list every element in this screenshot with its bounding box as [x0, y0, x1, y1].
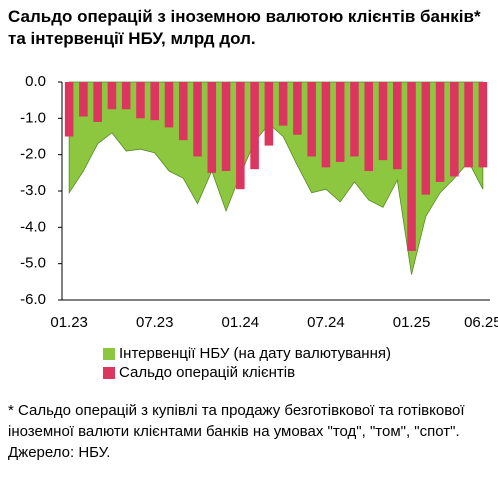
- bar: [236, 82, 245, 190]
- x-tick-label: 07.23: [136, 314, 174, 331]
- bar: [478, 82, 488, 168]
- bar: [335, 82, 345, 162]
- y-tick-label: -5.0: [20, 255, 46, 272]
- bar: [264, 82, 274, 146]
- legend-label: Інтервенції НБУ (на дату валютування): [119, 345, 391, 362]
- bar: [435, 82, 445, 182]
- x-tick-label: 06.25: [464, 314, 498, 331]
- legend-swatch: [103, 348, 115, 360]
- bar: [207, 82, 217, 173]
- bar: [450, 82, 459, 177]
- bar: [150, 82, 160, 121]
- bar: [178, 82, 188, 141]
- bar: [107, 82, 117, 110]
- bar: [350, 82, 359, 157]
- x-tick-label: 01.23: [50, 314, 88, 331]
- bar: [307, 82, 316, 157]
- bar: [93, 82, 102, 122]
- bar: [421, 82, 431, 195]
- y-tick-label: -1.0: [20, 109, 46, 126]
- y-tick-label: 0.0: [25, 73, 46, 90]
- footnote: * Сальдо операцій з купівлі та продажу б…: [8, 402, 465, 440]
- x-tick-label: 01.25: [393, 314, 431, 331]
- bar: [407, 82, 416, 251]
- bar: [250, 82, 259, 170]
- y-tick-label: -4.0: [20, 218, 46, 235]
- bar: [278, 82, 288, 126]
- legend-label: Сальдо операцій клієнтів: [119, 364, 295, 381]
- x-tick-label: 01.24: [222, 314, 260, 331]
- bar: [64, 82, 74, 137]
- x-tick-label: 07.24: [307, 314, 345, 331]
- bar: [136, 82, 145, 119]
- y-tick-label: -3.0: [20, 182, 46, 199]
- legend-swatch: [103, 367, 115, 379]
- source: Джерело: НБУ.: [8, 444, 111, 461]
- bar: [293, 82, 302, 135]
- bar: [79, 82, 88, 117]
- bar: [221, 82, 231, 172]
- bar: [378, 82, 388, 161]
- area: [68, 81, 484, 275]
- bar: [364, 82, 374, 172]
- bar: [464, 82, 473, 168]
- chart: 0.0 -1.0 -2.0 -3.0 -4.0 -5.0 -6.001.23 07.23 01.…: [20, 73, 498, 381]
- bar: [392, 82, 402, 170]
- footnote-block: * Сальдо операцій з купівлі та продажу б…: [8, 400, 492, 463]
- bar: [164, 82, 174, 128]
- bar: [321, 82, 331, 168]
- y-tick-label: -6.0: [20, 291, 46, 308]
- y-tick-label: -2.0: [20, 146, 46, 163]
- bar: [193, 82, 202, 157]
- chart-title: Сальдо операцій з іноземною валютою кліє…: [8, 7, 481, 48]
- bar: [121, 82, 131, 110]
